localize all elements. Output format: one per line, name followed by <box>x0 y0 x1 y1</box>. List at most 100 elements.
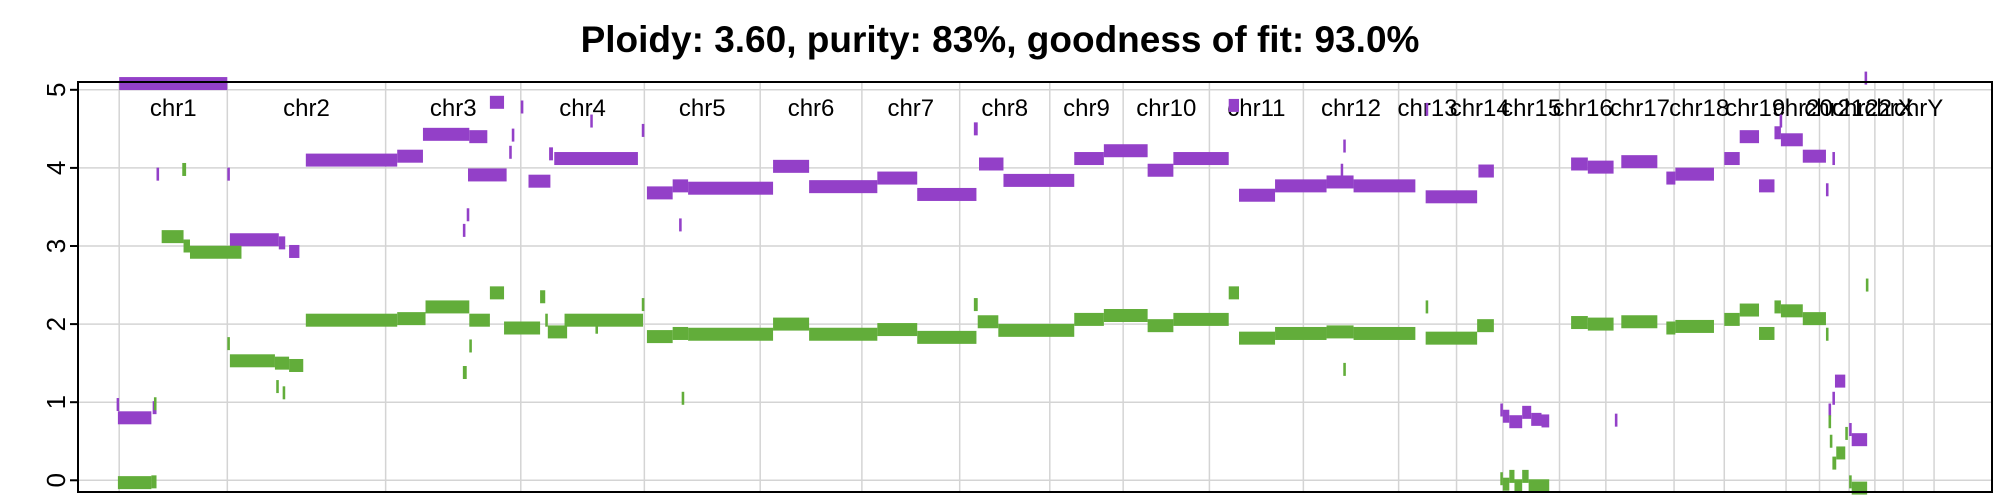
chromosome-label: chr19 <box>1725 95 1785 122</box>
copy-number-segment <box>1326 325 1354 339</box>
copy-number-segment <box>809 327 878 341</box>
y-tick-label: 5 <box>41 83 71 97</box>
copy-number-segment <box>1779 114 1783 128</box>
copy-number-segment <box>1239 188 1276 202</box>
chromosome-label: chr12 <box>1321 95 1381 122</box>
copy-number-segment <box>1425 102 1429 116</box>
copy-number-segment <box>1228 98 1240 112</box>
copy-number-segment <box>183 239 190 253</box>
copy-number-segment <box>151 475 157 489</box>
copy-number-segment <box>1326 175 1354 189</box>
y-tick-label: 2 <box>41 317 71 331</box>
chromosome-label: chr17 <box>1610 95 1670 122</box>
copy-number-segment <box>1828 403 1832 417</box>
chromosome-label: chr7 <box>887 95 934 122</box>
copy-number-segment <box>641 298 645 312</box>
copy-number-segment <box>1500 403 1503 417</box>
copy-number-segment <box>877 171 918 185</box>
copy-number-segment <box>877 323 918 337</box>
copy-number-segment <box>545 313 548 327</box>
copy-number-segment <box>1802 312 1826 326</box>
copy-number-segment <box>595 320 599 334</box>
chromosome-label: chr18 <box>1669 95 1729 122</box>
copy-number-segment <box>1147 319 1174 333</box>
copy-number-segment <box>1509 469 1515 483</box>
copy-number-segment <box>1502 409 1510 423</box>
copy-number-segment <box>1239 331 1276 345</box>
copy-number-segment <box>1621 315 1658 329</box>
copy-number-segment <box>1528 479 1550 493</box>
gridlines <box>78 82 1992 492</box>
copy-number-segment <box>161 230 184 244</box>
copy-number-segment <box>554 152 638 166</box>
copy-number-segment <box>462 223 466 237</box>
copy-number-segment <box>156 167 160 181</box>
copy-number-segment <box>917 187 977 201</box>
copy-number-segment <box>590 114 593 128</box>
copy-number-segment <box>509 145 512 159</box>
copy-number-segment <box>289 244 300 258</box>
copy-number-segment <box>1829 434 1833 448</box>
copy-number-segment <box>397 149 423 163</box>
copy-number-segment <box>469 130 488 144</box>
chromosome-label: chr2 <box>283 95 330 122</box>
copy-number-segment <box>773 159 810 173</box>
copy-number-segment <box>1425 331 1478 345</box>
copy-number-segment <box>469 313 490 327</box>
chromosome-label: chr8 <box>981 95 1028 122</box>
copy-number-segment <box>489 95 505 109</box>
copy-number-segment <box>119 77 228 91</box>
copy-number-segment <box>979 157 1004 171</box>
chromosome-label: chr9 <box>1063 95 1110 122</box>
chromosome-labels: chr1 chr2 chr3 chr4 chr5 chr6 chr7 chr8 chr9 chr1… <box>150 95 1943 122</box>
copy-number-segment <box>1514 479 1523 493</box>
copy-number-segment <box>1864 71 1868 85</box>
copy-number-segment <box>1173 312 1229 326</box>
copy-number-segment <box>688 327 774 341</box>
copy-number-segment <box>1425 300 1429 314</box>
chart-title: Ploidy: 3.60, purity: 83%, goodness of f… <box>581 19 1420 60</box>
copy-number-segment <box>1509 415 1523 429</box>
copy-number-segment <box>809 180 878 194</box>
copy-number-segment <box>1531 412 1542 426</box>
chromosome-label: chr3 <box>430 95 477 122</box>
copy-number-segment <box>1832 152 1835 166</box>
copy-number-segment <box>1147 163 1174 177</box>
copy-number-segment <box>1003 173 1075 187</box>
copy-number-segment <box>227 337 230 351</box>
copy-number-segment <box>1774 300 1781 314</box>
copy-number-segment <box>305 313 398 327</box>
copy-number-segment <box>282 386 286 400</box>
copy-number-segment <box>917 330 977 344</box>
copy-number-segment <box>466 208 470 222</box>
copy-number-segment <box>1353 179 1416 193</box>
copy-number-segment <box>305 153 398 167</box>
copy-number-segment <box>227 167 230 181</box>
chromosome-label: chr6 <box>788 95 835 122</box>
copy-number-segment <box>977 315 999 329</box>
copy-number-segment <box>1739 303 1760 317</box>
copy-number-segment <box>1343 139 1346 153</box>
copy-number-segment <box>229 233 279 247</box>
copy-number-segment <box>469 339 472 353</box>
copy-number-segment <box>1724 312 1740 326</box>
copy-number-segment <box>489 286 505 300</box>
copy-number-segment <box>1774 126 1781 140</box>
copy-number-segment <box>1343 362 1346 376</box>
copy-number-segment <box>1845 426 1848 440</box>
copy-number-segment <box>1173 152 1229 166</box>
copy-number-segment <box>688 181 774 195</box>
major-copy-number-series <box>116 71 1868 447</box>
copy-number-segment <box>153 397 157 411</box>
copy-number-segment <box>564 313 644 327</box>
chromosome-label: chr5 <box>679 95 726 122</box>
copy-number-segment <box>1571 316 1588 330</box>
copy-number-segment <box>1340 163 1344 177</box>
minor-copy-number-series <box>117 162 1869 495</box>
copy-number-segment <box>1834 374 1846 388</box>
copy-number-segment <box>646 186 673 200</box>
copy-number-segment <box>540 290 546 304</box>
copy-number-segment <box>1541 414 1550 428</box>
copy-number-segment <box>274 356 290 370</box>
copy-number-segment <box>1825 183 1829 197</box>
